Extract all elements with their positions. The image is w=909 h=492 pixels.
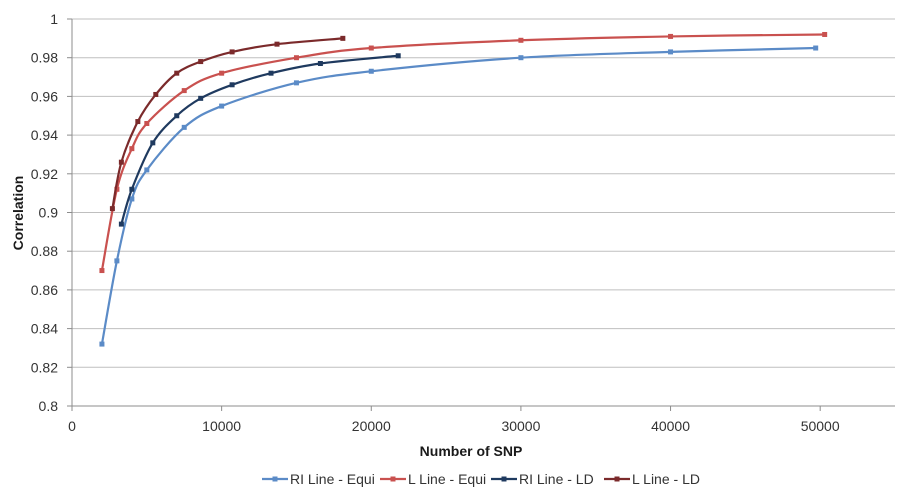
data-point	[129, 146, 135, 152]
y-tick-label: 0.8	[39, 398, 59, 414]
data-point	[219, 103, 225, 109]
legend-label: L Line - LD	[632, 471, 700, 487]
y-tick-label: 0.94	[31, 127, 58, 143]
data-point	[395, 53, 401, 59]
data-point	[198, 59, 204, 65]
legend-swatch-marker	[614, 476, 620, 482]
y-tick-label: 0.96	[31, 88, 58, 104]
data-point	[109, 206, 115, 212]
series-line	[100, 46, 816, 345]
data-point	[150, 140, 156, 146]
data-point	[114, 186, 120, 192]
data-point	[668, 33, 674, 39]
data-point	[144, 120, 150, 126]
data-point	[317, 61, 323, 67]
y-tick-label: 0.82	[31, 359, 58, 375]
legend-label: RI Line - LD	[519, 471, 594, 487]
legend-swatch-marker	[390, 476, 396, 482]
data-point	[181, 88, 187, 94]
data-point	[174, 113, 180, 119]
data-point	[129, 186, 135, 192]
x-tick-label: 10000	[202, 418, 241, 434]
y-tick-labels: 0.8 0.82 0.84 0.86 0.88 0.9 0.92 0.94 0.96 0.98 1	[31, 11, 72, 414]
legend-label: RI Line - Equi	[290, 471, 375, 487]
data-point	[340, 35, 346, 41]
series-3	[118, 53, 401, 227]
series-2	[99, 31, 828, 274]
y-tick-label: 0.9	[39, 205, 59, 221]
legend: RI Line - Equi L Line - Equi RI Line - LD L…	[262, 471, 700, 487]
data-point	[99, 268, 105, 274]
data-point	[135, 119, 141, 125]
x-axis-title: Number of SNP	[420, 443, 523, 459]
y-tick-label: 0.98	[31, 50, 58, 66]
x-tick-label: 30000	[501, 418, 540, 434]
data-point	[129, 196, 135, 202]
y-tick-label: 1	[50, 11, 58, 27]
data-point	[368, 68, 374, 74]
x-tick-label: 50000	[801, 418, 840, 434]
series-4	[109, 35, 346, 212]
data-point	[144, 167, 150, 173]
x-tick-labels: 0 10000 20000 30000 40000 50000	[68, 406, 840, 434]
data-point	[668, 49, 674, 55]
gridlines	[72, 18, 895, 407]
legend-swatch-marker	[501, 476, 507, 482]
y-axis-title: Correlation	[10, 176, 26, 251]
series-group	[99, 31, 828, 347]
data-point	[822, 31, 828, 37]
data-point	[229, 49, 235, 55]
data-point	[219, 70, 225, 76]
y-tick-label: 0.88	[31, 243, 58, 259]
data-point	[174, 70, 180, 76]
x-tick-label: 20000	[352, 418, 391, 434]
legend-swatch-marker	[272, 476, 278, 482]
data-point	[118, 159, 124, 165]
data-point	[518, 55, 524, 61]
x-tick-label: 0	[68, 418, 76, 434]
y-tick-label: 0.84	[31, 321, 58, 337]
data-point	[181, 124, 187, 130]
data-point	[274, 41, 280, 47]
data-point	[229, 82, 235, 88]
legend-label: L Line - Equi	[408, 471, 486, 487]
data-point	[99, 341, 105, 347]
data-point	[813, 45, 819, 51]
series-1	[99, 45, 819, 347]
data-point	[198, 95, 204, 101]
x-tick-label: 40000	[651, 418, 690, 434]
data-point	[368, 45, 374, 51]
data-point	[118, 221, 124, 227]
series-line	[120, 54, 399, 225]
series-line	[100, 33, 825, 271]
y-tick-label: 0.92	[31, 166, 58, 182]
data-point	[268, 70, 274, 76]
y-tick-label: 0.86	[31, 282, 58, 298]
data-point	[153, 91, 159, 97]
data-point	[293, 80, 299, 86]
data-point	[293, 55, 299, 61]
data-point	[114, 258, 120, 264]
data-point	[518, 37, 524, 43]
